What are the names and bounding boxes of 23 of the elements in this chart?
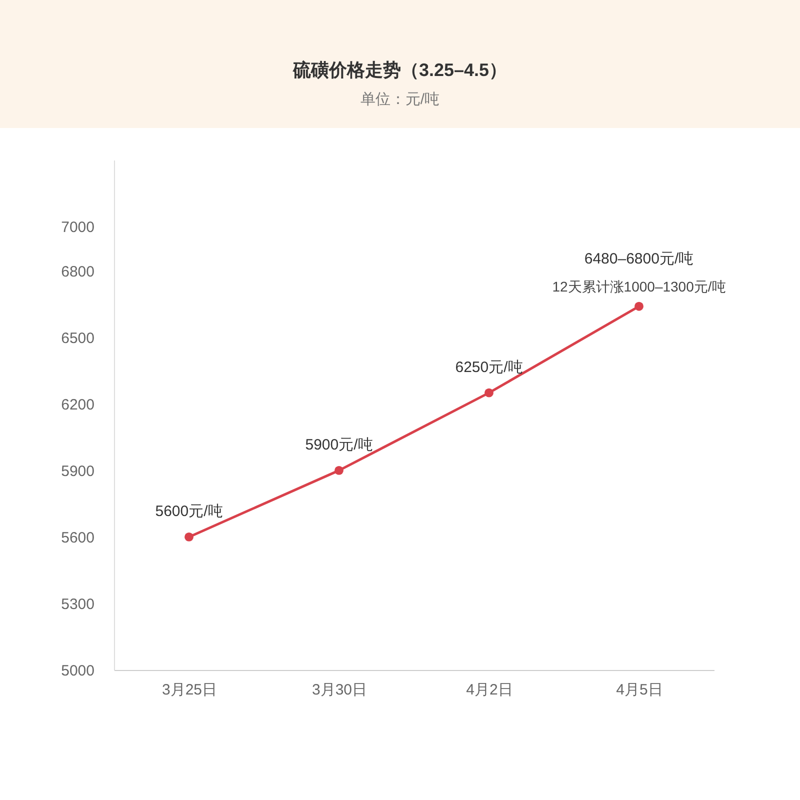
annotation: 12天累计涨1000–1300元/吨 — [552, 278, 726, 294]
point — [334, 466, 344, 475]
y-tick-label: 6800 — [61, 263, 94, 280]
x-tick-label: 3月30日 — [312, 682, 368, 698]
point — [184, 532, 194, 542]
y-tick-label: 5300 — [61, 596, 94, 613]
x-tick-label: 4月2日 — [466, 682, 513, 698]
y-tick-label: 6200 — [61, 396, 94, 414]
y-tick-label: 5900 — [61, 462, 94, 480]
x-tick-label: 3月25日 — [162, 682, 218, 698]
x-tick-label: 4月5日 — [616, 682, 663, 698]
data-label: 6250元/吨 — [455, 358, 523, 376]
data-label: 5900元/吨 — [305, 436, 373, 454]
chart-subtitle: 单位：元/吨 — [359, 90, 441, 109]
chart-title: 硫磺价格走势（3.25–4.5） — [292, 59, 508, 82]
y-tick-label: 5000 — [61, 662, 94, 680]
data-label: 5600元/吨 — [155, 502, 223, 520]
point — [634, 302, 644, 311]
y-tick-label: 5600 — [61, 529, 94, 546]
y-tick-label: 6500 — [61, 330, 94, 347]
data-label: 6480–6800元/吨 — [584, 250, 694, 268]
y-tick-label: 7000 — [61, 219, 94, 236]
point — [484, 388, 494, 398]
